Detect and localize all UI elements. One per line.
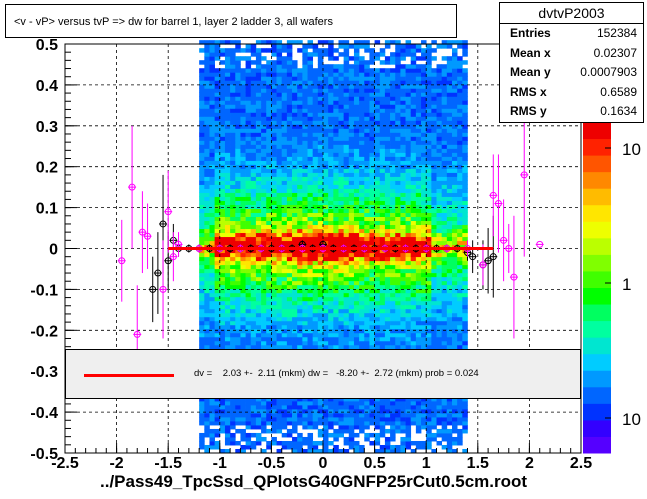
profile-magenta-point [510,273,518,281]
profile-black-point [484,257,492,265]
profile-magenta-point [164,208,172,216]
file-footer: ../Pass49_TpcSsd_QPlotsG40GNFP25rCut0.5c… [100,472,528,491]
plot-title: <v - vP> versus tvP => dw for barrel 1, … [14,16,333,28]
y-tick-label: -0.5 [30,446,58,463]
y-tick-label: 0 [49,242,58,259]
color-palette: 10 1 10 [583,122,641,454]
stats-row: RMS x 0.6589 [500,83,643,103]
stats-box: dvtvP2003 Entries 152384 Mean x 0.02307 Me… [499,2,644,123]
stats-value: 152384 [596,26,637,40]
y-tick-label: -0.1 [30,282,58,299]
profile-magenta-point [144,232,152,240]
x-tick-label: 2 [525,455,534,472]
x-tick-label: -1.5 [154,455,182,472]
profile-black-point [154,269,162,277]
x-tick-label: -2 [109,455,123,472]
y-tick-label: -0.4 [30,405,58,422]
y-tick-label: 0.5 [36,37,58,54]
stats-value: 0.6589 [600,84,637,99]
profile-magenta-point [159,285,167,293]
x-tick-label: 0 [319,455,328,472]
profile-magenta-point [520,171,528,179]
stats-name: dvtvP2003 [500,3,643,24]
stats-row: Mean x 0.02307 [500,44,643,64]
z-tick-label: 10 [622,410,641,429]
profile-black-point [469,253,477,261]
y-tick-label: -0.3 [30,364,58,381]
profile-magenta-point [169,253,177,261]
stats-key: Mean y [510,65,551,79]
fit-legend-text: dv = 2.03 +- 2.11 (mkm) dw = -8.20 +- 2.… [194,368,479,379]
stats-row: Mean y 0.0007903 [500,63,643,83]
profile-black-point [159,220,167,228]
profile-magenta-point [494,200,502,208]
stats-key: RMS y [510,104,547,118]
fit-legend-line [84,374,174,377]
stats-key: RMS x [510,84,547,99]
x-tick-label: -2.5 [51,455,79,472]
y-tick-label: 0.4 [36,78,58,95]
profile-black-point [164,257,172,265]
profile-magenta-point [133,330,141,338]
stats-key: Entries [510,26,551,40]
profile-magenta-point [118,257,126,265]
title-box: <v - vP> versus tvP => dw for barrel 1, … [5,4,457,38]
x-tick-label: -0.5 [258,455,286,472]
profile-magenta-point [505,245,513,252]
x-tick-label: 0.5 [363,455,385,472]
y-tick-label: 0.1 [36,201,58,218]
profile-black-point [489,253,497,261]
profile-magenta-point [536,240,544,248]
z-tick-label: 10 [622,140,641,159]
y-tick-label: 0.3 [36,119,58,136]
profile-magenta-point [489,191,497,199]
x-tick-label: 2.5 [570,455,592,472]
x-tick-label: -1 [213,455,227,472]
profile-magenta-point [479,261,487,269]
stats-value: 0.02307 [593,45,637,60]
x-tick-label: 1 [422,455,431,472]
profile-magenta-point [138,228,146,236]
fit-legend: dv = 2.03 +- 2.11 (mkm) dw = -8.20 +- 2.… [65,349,581,399]
y-tick-label: -0.2 [30,323,58,340]
stats-row: RMS y 0.1634 [500,102,643,122]
stats-row: Entries 152384 [500,24,643,44]
z-tick-label: 1 [622,275,631,294]
profile-magenta-point [500,236,508,244]
y-tick-label: 0.2 [36,160,58,177]
stats-key: Mean x [510,45,551,60]
stats-value: 0.1634 [600,104,637,118]
axis-ticks: -2.5 -2 -1.5 -1 -0.5 0 0.5 1 1.5 2 2.5 -0.5 -0.4 -0.3… [30,37,592,472]
x-tick-label: 1.5 [467,455,489,472]
stats-value: 0.0007903 [580,65,637,79]
profile-magenta-point [128,183,136,191]
profile-black-point [149,285,157,293]
